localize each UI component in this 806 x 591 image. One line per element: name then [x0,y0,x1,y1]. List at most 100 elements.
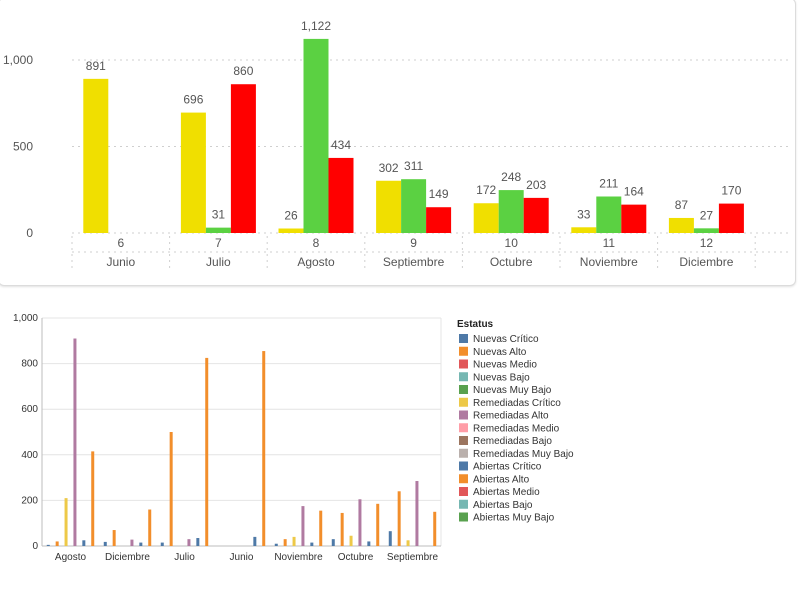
bar [262,351,266,546]
data-label: 311 [404,159,423,173]
bar [401,179,427,233]
bar [148,509,152,546]
bar [367,541,371,546]
status-by-month-bar-chart: 0 200 400 600 800 1,000 Agosto Diciembre Julio Ju… [13,313,574,563]
bar [388,531,392,546]
y-tick-label: 0 [26,226,33,240]
data-label: 860 [233,64,253,78]
legend-swatch [459,423,468,433]
bar [376,503,380,546]
x-month-label: Diciembre [679,255,733,269]
y-tick-label: 0 [32,541,38,552]
monthly-status-bar-chart: 0 500 1,000 891 6 Junio 696 31 860 7 Julio 26 1,122 4… [3,19,790,272]
data-label: 248 [501,170,521,184]
bar [139,542,143,546]
x-tick-label: Noviembre [274,552,323,563]
legend-swatch [459,410,468,420]
bar [426,207,452,233]
bar [187,539,191,546]
x-tick-label: 11 [603,236,616,250]
legend-label: Abiertas Bajo [473,500,533,511]
bar [73,338,77,546]
x-tick-label: 7 [215,236,222,250]
y-tick-label: 1,000 [13,313,38,324]
bar [278,228,304,233]
bar [169,432,173,546]
bar [621,204,647,233]
bar [415,481,419,546]
x-month-label: Noviembre [580,255,638,269]
legend-swatch [459,499,468,509]
y-tick-label: 200 [21,495,38,506]
data-label: 211 [599,176,618,190]
bar [693,228,719,233]
data-label: 696 [183,93,203,107]
bar [571,227,597,233]
legend-label: Abiertas Crítico [473,462,542,473]
bar [196,538,200,546]
legend-swatch [459,346,468,356]
legend-title: Estatus [457,319,494,330]
bar [230,84,256,233]
x-tick-label: Octubre [338,552,374,563]
data-label: 149 [429,187,449,201]
x-tick-label: 6 [117,236,124,250]
top-chart-card [0,0,796,286]
bar [205,227,231,233]
legend-swatch [459,372,468,382]
data-label: 891 [86,59,106,73]
bar [83,78,109,234]
bar [376,180,402,233]
data-label: 164 [624,185,644,199]
x-tick-label: 9 [410,236,417,250]
bar [130,539,134,546]
x-month-label: Agosto [297,255,335,269]
x-tick-label: 10 [505,236,519,250]
bar [406,540,410,546]
bar [349,535,353,546]
bar [180,112,206,233]
legend-label: Remediadas Crítico [473,398,561,409]
bar [473,203,499,233]
data-label: 170 [721,184,741,198]
bar [112,530,116,546]
legend-swatch [459,461,468,471]
bar [274,543,278,546]
bar [596,196,622,233]
legend-label: Nuevas Muy Bajo [473,385,552,396]
legend-label: Remediadas Alto [473,411,549,422]
legend-swatch [459,512,468,522]
bar [523,197,549,233]
y-tick-label: 800 [21,359,38,370]
legend-swatch [459,385,468,394]
data-label: 203 [526,178,546,192]
x-tick-label: Julio [174,552,195,563]
legend-label: Remediadas Medio [473,423,560,434]
legend-label: Nuevas Medio [473,360,537,371]
axes-group: 0 200 400 600 800 1,000 [13,313,442,552]
legend-label: Abiertas Medio [473,487,540,498]
bar [340,512,344,546]
bar [292,536,296,546]
bar [358,499,362,546]
labels-group: Agosto Diciembre Julio Junio Noviembre Octubr… [55,552,439,563]
legend-swatch [459,487,468,496]
bar [397,491,401,546]
data-label: 302 [379,161,399,175]
bar [319,510,323,546]
x-month-label: Septiembre [383,255,445,269]
legend-label: Remediadas Muy Bajo [473,449,574,460]
x-tick-label: Agosto [55,552,87,563]
data-label: 87 [675,198,689,212]
labels-group: 891 6 Junio 696 31 860 7 Julio 26 1,122 434 8 Agosto… [86,19,742,269]
data-label: 27 [700,208,714,222]
x-month-label: Julio [206,255,231,269]
bar [668,217,694,233]
legend-swatch [459,359,468,369]
bar [205,357,209,546]
x-month-label: Junio [106,255,135,269]
bar [498,190,524,233]
legend-label: Remediadas Bajo [473,436,552,447]
legend-label: Abiertas Muy Bajo [473,513,555,524]
legend-label: Nuevas Bajo [473,372,530,383]
